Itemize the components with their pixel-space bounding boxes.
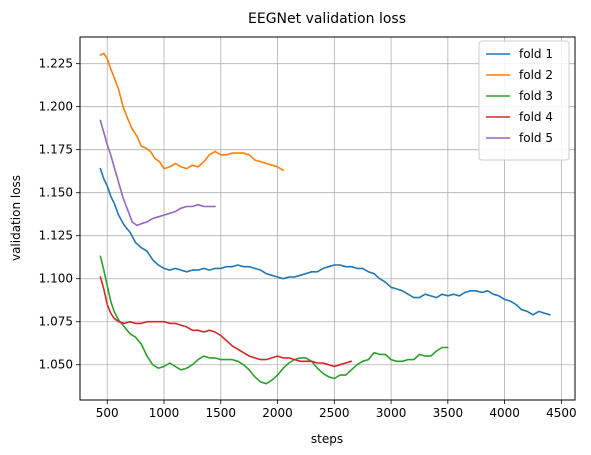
y-tick-label: 1.125 bbox=[39, 229, 73, 243]
legend-label: fold 3 bbox=[519, 89, 553, 103]
x-tick-label: 2000 bbox=[262, 406, 293, 420]
chart-title: EEGNet validation loss bbox=[248, 11, 406, 27]
x-tick-label: 3500 bbox=[433, 406, 464, 420]
y-tick-label: 1.075 bbox=[39, 315, 73, 329]
y-tick-label: 1.100 bbox=[39, 272, 73, 286]
series-lines bbox=[99, 52, 551, 385]
y-axis-ticks: 1.050 1.075 1.100 1.125 1.150 1.175 1.200 1.225 bbox=[39, 57, 80, 372]
legend: fold 1 fold 2 fold 3 fold 4 fold 5 bbox=[478, 40, 570, 161]
legend-box bbox=[478, 40, 570, 161]
y-tick-label: 1.200 bbox=[39, 100, 73, 114]
x-tick-label: 4500 bbox=[546, 406, 577, 420]
x-axis-label: steps bbox=[311, 432, 343, 446]
y-tick-label: 1.175 bbox=[39, 143, 73, 157]
series-line-fold-4 bbox=[99, 276, 353, 368]
x-axis-ticks: 500 1000 1500 2000 2500 3000 3500 4000 4500 bbox=[96, 400, 577, 420]
y-tick-label: 1.150 bbox=[39, 186, 73, 200]
series-line-fold-5 bbox=[99, 119, 216, 227]
x-tick-label: 2500 bbox=[319, 406, 350, 420]
x-tick-label: 3000 bbox=[376, 406, 407, 420]
x-tick-label: 4000 bbox=[489, 406, 520, 420]
legend-label: fold 5 bbox=[519, 131, 553, 145]
x-tick-label: 1000 bbox=[149, 406, 180, 420]
legend-label: fold 1 bbox=[519, 47, 553, 61]
series-line-fold-1 bbox=[99, 167, 551, 316]
y-tick-label: 1.225 bbox=[39, 57, 73, 71]
plot-frame bbox=[79, 36, 576, 401]
x-tick-label: 1500 bbox=[206, 406, 237, 420]
legend-label: fold 2 bbox=[519, 68, 553, 82]
legend-label: fold 4 bbox=[519, 110, 553, 124]
series-line-fold-2 bbox=[99, 52, 284, 172]
series-line-fold-3 bbox=[99, 255, 449, 385]
y-axis-label: validation loss bbox=[9, 175, 23, 261]
y-tick-label: 1.050 bbox=[39, 358, 73, 372]
x-tick-label: 500 bbox=[96, 406, 119, 420]
